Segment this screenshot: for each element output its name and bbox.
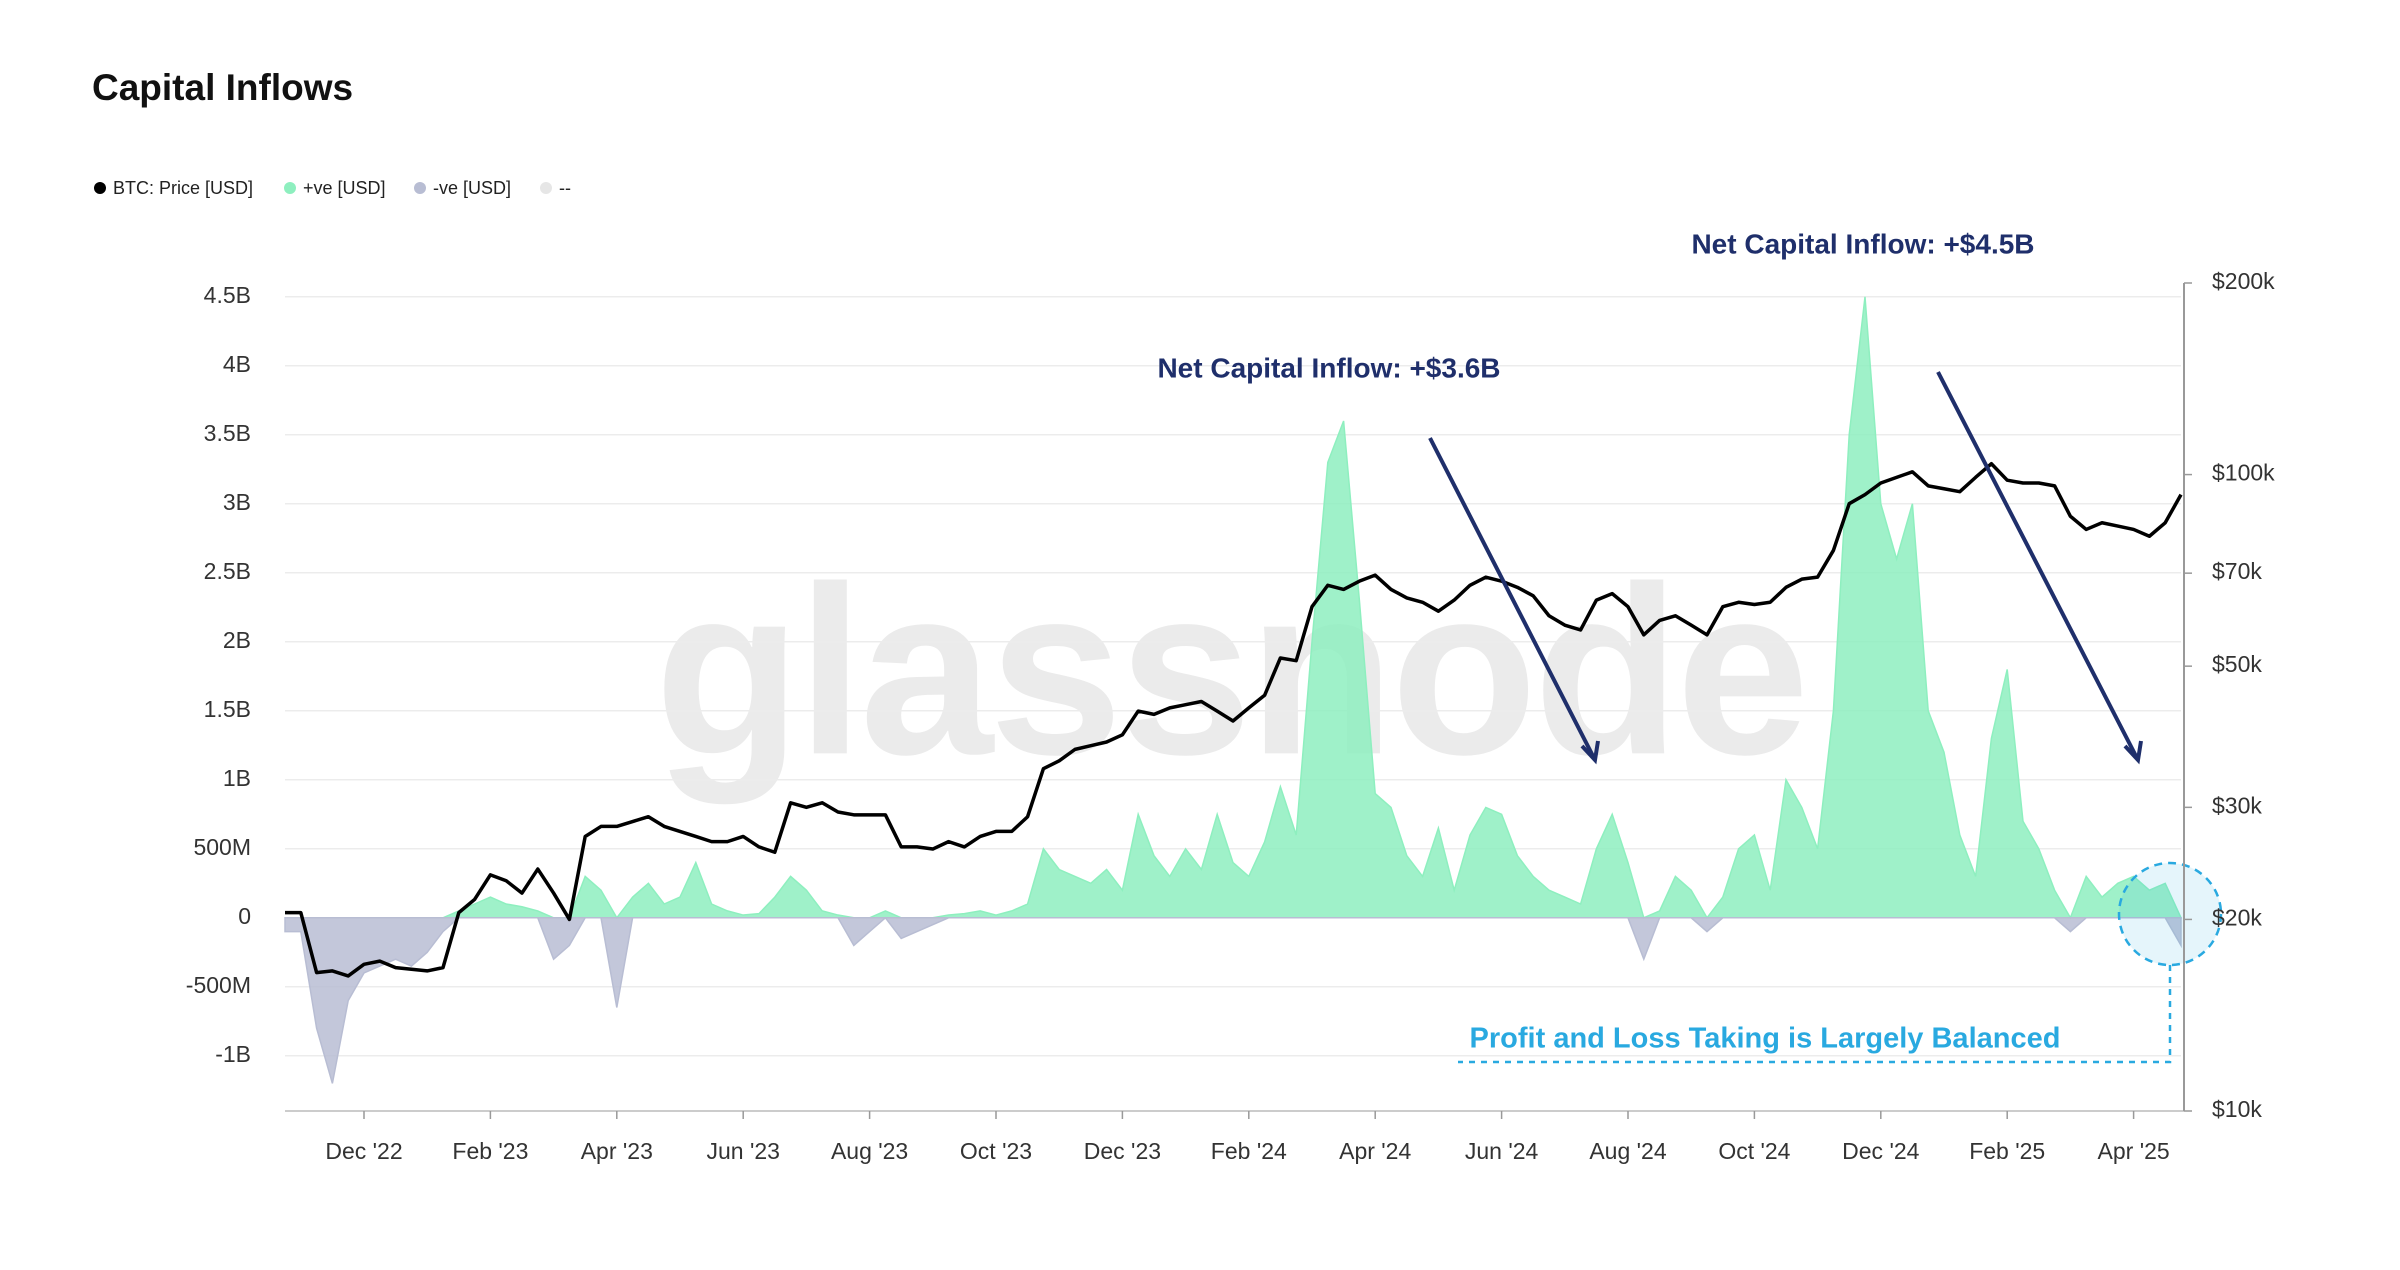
x-tick-label: Oct '23	[960, 1138, 1032, 1164]
x-tick-label: Oct '24	[1718, 1138, 1790, 1164]
legend-item: --	[540, 178, 571, 198]
y2-tick-label: $70k	[2212, 558, 2262, 584]
x-tick-label: Aug '23	[831, 1138, 908, 1164]
y-tick-label: 3.5B	[204, 420, 251, 446]
arrow	[1936, 371, 2140, 761]
legend-item: +ve [USD]	[284, 178, 386, 198]
legend-item: BTC: Price [USD]	[94, 178, 253, 198]
x-tick-label: Feb '23	[452, 1138, 528, 1164]
legend-label: -ve [USD]	[433, 178, 511, 198]
y-tick-label: 1.5B	[204, 696, 251, 722]
watermark: glassnode	[655, 536, 1806, 804]
y-tick-label: 3B	[223, 489, 251, 515]
y-tick-label: -500M	[186, 972, 251, 998]
x-tick-label: Apr '24	[1339, 1138, 1411, 1164]
annotation-layer: Capital Inflows Net Capital Inflow: +$3.…	[92, 67, 2275, 1164]
highlight-circle	[2117, 861, 2223, 967]
background-layer: glassnode	[655, 536, 1810, 804]
legend-swatch	[284, 182, 296, 194]
y2-tick-label: $200k	[2212, 268, 2275, 294]
x-tick-label: Feb '25	[1969, 1138, 2045, 1164]
plot-layer	[284, 296, 2183, 1084]
arrow	[1428, 437, 1597, 761]
arrow-head	[1580, 740, 1600, 765]
x-tick-label: Apr '23	[581, 1138, 653, 1164]
chart-title: Capital Inflows	[92, 67, 353, 108]
y-tick-label: 2.5B	[204, 558, 251, 584]
legend-item: -ve [USD]	[414, 178, 511, 198]
y-tick-label: 1B	[223, 765, 251, 791]
y-tick-label: 2B	[223, 627, 251, 653]
x-tick-label: Jun '24	[1465, 1138, 1539, 1164]
x-tick-label: Dec '22	[325, 1138, 402, 1164]
y2-tick-label: $10k	[2212, 1096, 2262, 1122]
x-tick-label: Dec '23	[1084, 1138, 1161, 1164]
x-tick-label: Jun '23	[706, 1138, 779, 1164]
x-tick-label: Dec '24	[1842, 1138, 1919, 1164]
y2-tick-label: $20k	[2212, 904, 2262, 930]
x-tick-label: Feb '24	[1211, 1138, 1287, 1164]
y2-tick-label: $100k	[2212, 460, 2275, 486]
y2-tick-label: $50k	[2212, 651, 2262, 677]
legend-label: BTC: Price [USD]	[113, 178, 253, 198]
legend-label: --	[559, 178, 571, 198]
annotation: Net Capital Inflow: +$3.6B	[1157, 352, 1500, 383]
legend-swatch	[414, 182, 426, 194]
annotation: Net Capital Inflow: +$4.5B	[1691, 228, 2034, 259]
legend-swatch	[94, 182, 106, 194]
x-tick-label: Aug '24	[1589, 1138, 1666, 1164]
y2-tick-label: $30k	[2212, 792, 2262, 818]
y-tick-label: 500M	[193, 834, 251, 860]
price-line	[285, 461, 2183, 978]
y-tick-label: -1B	[215, 1041, 251, 1067]
arrow-head	[2123, 740, 2143, 765]
y-tick-label: 4B	[223, 351, 251, 377]
legend-swatch	[540, 182, 552, 194]
y-tick-label: 4.5B	[204, 282, 251, 308]
y-tick-label: 0	[238, 903, 251, 929]
x-tick-label: Apr '25	[2098, 1138, 2170, 1164]
area	[285, 296, 2183, 920]
annotation: Profit and Loss Taking is Largely Balanc…	[1470, 1023, 2061, 1055]
callout-line	[1458, 965, 2172, 1064]
area	[284, 916, 2182, 1084]
legend-label: +ve [USD]	[303, 178, 386, 198]
